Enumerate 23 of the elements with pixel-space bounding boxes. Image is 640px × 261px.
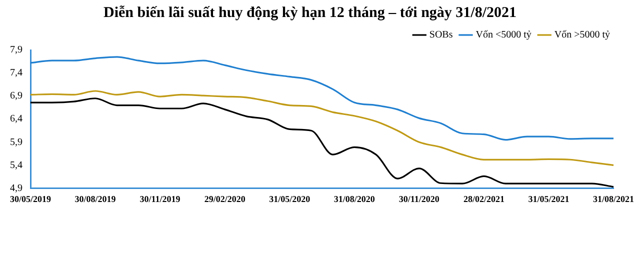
- x-tick-label: 30/11/2019: [140, 194, 181, 204]
- legend-label: Vốn >5000 tỷ: [554, 30, 610, 41]
- y-tick-label: 6,9: [10, 90, 22, 102]
- y-tick-label: 5,4: [10, 160, 22, 171]
- y-tick-label: 7,4: [10, 68, 22, 79]
- legend-label: SOBs: [429, 30, 453, 41]
- x-tick-label: 30/08/2019: [74, 194, 116, 204]
- x-tick-label: 30/05/2019: [10, 194, 52, 204]
- y-tick-label: 4,9: [10, 182, 22, 194]
- legend-label: Vốn <5000 tỷ: [476, 30, 532, 41]
- y-tick-label: 5,9: [10, 136, 22, 148]
- x-tick-label: 31/05/2021: [528, 194, 570, 204]
- chart-title: Diễn biến lãi suất huy động kỳ hạn 12 tháng – tới ngày 31/8/2021: [104, 4, 516, 21]
- line-series: [30, 56, 614, 141]
- y-tick-label: 6,4: [10, 114, 22, 125]
- x-tick-label: 31/08/2020: [334, 194, 376, 204]
- line-series: [30, 90, 614, 166]
- x-tick-label: 31/05/2020: [269, 194, 311, 204]
- x-tick-label: 30/11/2020: [398, 194, 440, 204]
- x-tick-label: 29/02/2020: [204, 194, 246, 204]
- x-tick-label: 31/08/2021: [592, 194, 634, 204]
- y-tick-label: 7,9: [10, 44, 22, 56]
- x-tick-label: 28/02/2021: [463, 194, 505, 204]
